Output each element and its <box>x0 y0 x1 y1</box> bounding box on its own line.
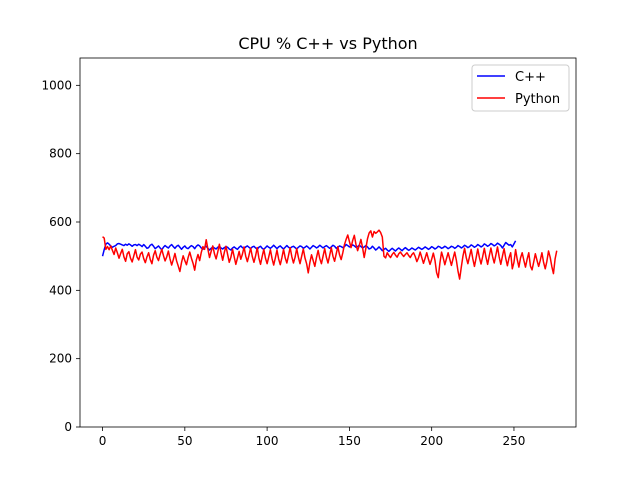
chart-title: CPU % C++ vs Python <box>238 34 417 53</box>
axes-frame <box>79 57 577 428</box>
y-tick-label: 800 <box>49 147 72 161</box>
legend: C++ Python <box>471 64 570 112</box>
y-tick-label: 1000 <box>41 78 72 92</box>
y-tick-label: 400 <box>49 283 72 297</box>
y-tick-label: 600 <box>49 215 72 229</box>
x-tick-label: 200 <box>420 434 443 448</box>
x-tick-label: 150 <box>338 434 361 448</box>
axes: 0 50 100 150 200 250 0 200 400 600 800 1000 <box>41 57 577 448</box>
x-tick-label: 50 <box>177 434 192 448</box>
y-tick-label: 0 <box>64 420 72 434</box>
x-tick-label: 250 <box>503 434 526 448</box>
legend-label: C++ <box>515 70 546 85</box>
y-tick-label: 200 <box>49 352 72 366</box>
series-line-c <box>101 240 517 257</box>
series-line-python <box>102 229 558 280</box>
x-tick-label: 100 <box>256 434 279 448</box>
plot-area <box>101 229 558 280</box>
x-tick-label: 0 <box>99 434 107 448</box>
legend-label: Python <box>515 92 560 107</box>
